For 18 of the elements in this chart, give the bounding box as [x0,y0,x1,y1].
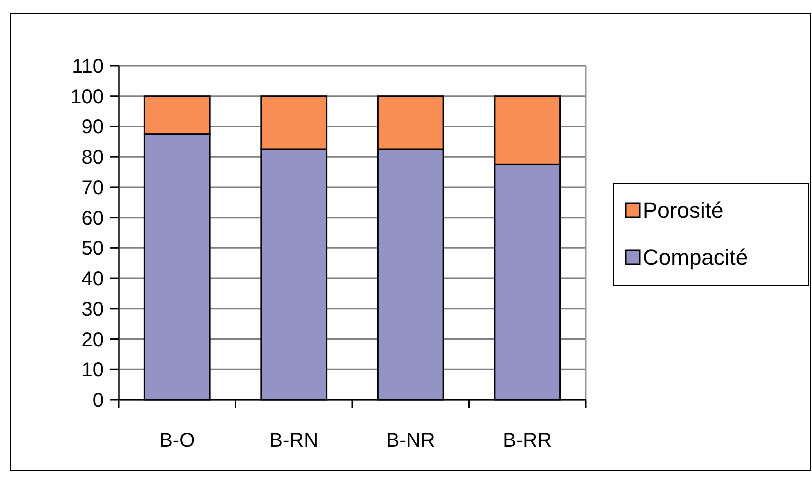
y-tick-label: 60 [82,208,104,230]
x-tick-label: B-RR [503,430,552,452]
y-tick-label: 40 [82,268,104,291]
legend-label: Compacité [643,245,748,270]
y-tick-label: 90 [82,116,104,139]
legend-label: Porosité [643,198,724,224]
y-tick-label: 30 [82,298,104,321]
y-tick-label: 110 [72,56,104,78]
y-tick-label: 50 [82,238,104,260]
x-tick-label: B-RN [270,430,319,452]
x-tick-label: B-O [160,430,196,452]
y-tick-label: 20 [82,329,104,352]
y-tick-label: 10 [82,360,104,382]
x-tick-label: B-NR [386,430,436,452]
y-tick-label: 80 [82,147,104,170]
y-tick-label: 100 [70,86,104,108]
y-tick-label: 0 [92,390,104,412]
y-tick-label: 70 [82,177,104,200]
